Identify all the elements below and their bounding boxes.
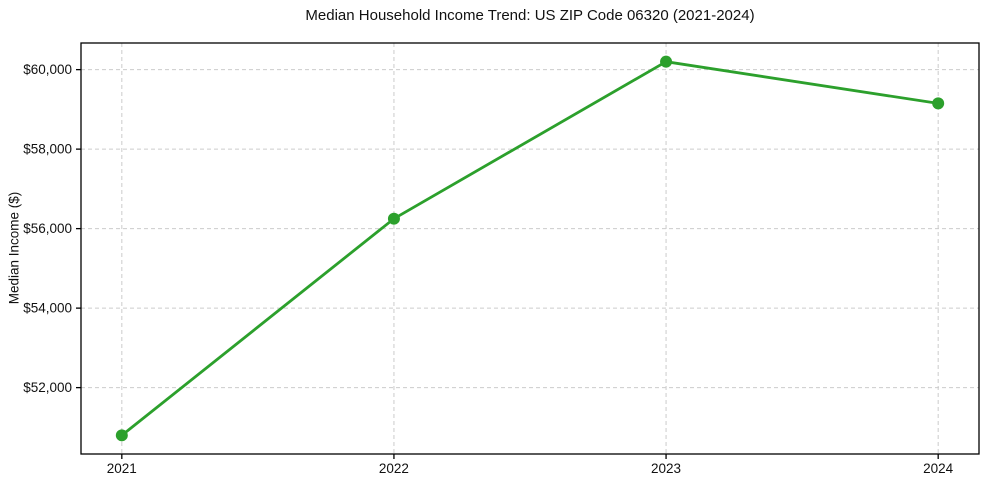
data-point-marker xyxy=(115,429,128,442)
y-tick-label: $52,000 xyxy=(23,380,72,395)
chart-title: Median Household Income Trend: US ZIP Co… xyxy=(305,7,755,24)
y-tick-label: $54,000 xyxy=(23,301,72,316)
x-tick-label: 2023 xyxy=(651,461,681,476)
plot-border xyxy=(80,42,980,455)
x-tick-label: 2022 xyxy=(379,461,409,476)
x-tick-label: 2021 xyxy=(107,461,137,476)
data-point-marker xyxy=(387,212,400,225)
x-tick-label: 2024 xyxy=(923,461,954,476)
y-tick-label: $60,000 xyxy=(23,62,72,77)
y-tick-label: $56,000 xyxy=(23,221,72,236)
y-tick-label: $58,000 xyxy=(23,142,72,157)
data-point-marker xyxy=(660,55,673,68)
data-line xyxy=(120,60,940,437)
data-point-marker xyxy=(932,97,945,110)
